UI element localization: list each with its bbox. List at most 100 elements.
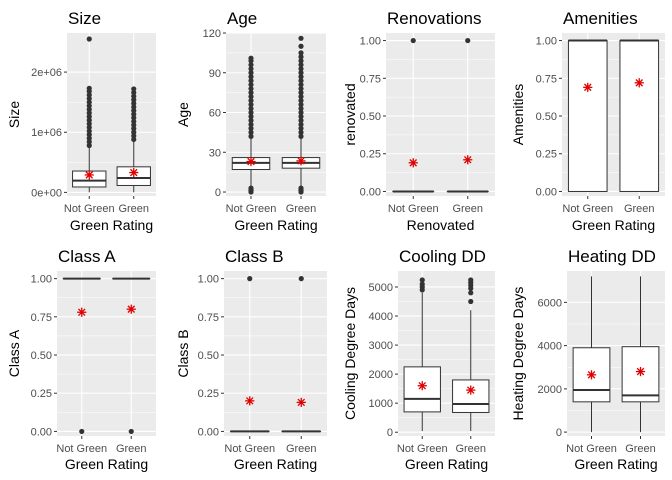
- outlier-point: [298, 185, 304, 191]
- y-tick-label: 0.25: [360, 149, 381, 161]
- y-axis-title: Size: [6, 101, 22, 128]
- y-tick-label: 0.75: [360, 73, 381, 85]
- outlier-point: [298, 125, 304, 132]
- outlier-point: [248, 133, 254, 139]
- outlier-point: [298, 101, 304, 108]
- outlier-point: [86, 132, 92, 138]
- panel-title: Amenities: [563, 9, 638, 28]
- outlier-point: [298, 105, 304, 112]
- panel-background: [386, 33, 495, 196]
- outlier-point: [86, 139, 92, 145]
- outlier-point: [298, 117, 304, 124]
- y-tick-label: 3000: [369, 340, 393, 352]
- x-tick-label: Green: [286, 203, 317, 215]
- outlier-point: [131, 93, 137, 99]
- outlier-point: [86, 85, 92, 91]
- outlier-point: [86, 114, 92, 120]
- x-axis-title: Green Rating: [70, 217, 153, 233]
- x-tick-label: Not Green: [64, 203, 115, 215]
- outlier-point: [298, 35, 304, 41]
- outlier-point: [248, 121, 254, 128]
- x-tick-label: Not Green: [562, 203, 613, 215]
- outlier-point: [298, 58, 304, 64]
- mean-marker: [296, 397, 306, 407]
- mean-marker: [586, 370, 597, 380]
- mean-marker: [463, 155, 473, 165]
- outlier-point: [128, 428, 134, 435]
- mean-marker: [635, 366, 646, 377]
- box-not-green: [572, 276, 611, 433]
- y-tick-label: 0.50: [360, 111, 381, 123]
- y-axis-title: Class A: [6, 329, 22, 377]
- y-tick-label: 1.00: [31, 274, 52, 286]
- panel-size: 0e+00 1e+06 2e+06 Not Green Green Size Green R…: [6, 9, 156, 233]
- y-tick-label: 0.50: [198, 350, 219, 362]
- outlier-point: [131, 107, 137, 114]
- outlier-point: [248, 78, 254, 84]
- panel-class-a: 0.00 0.25 0.50 0.75 1.00 Not Green Green Class …: [6, 247, 156, 472]
- y-tick-label: 1.00: [198, 274, 219, 286]
- outlier-point: [86, 128, 92, 134]
- y-tick-label: 1e+06: [31, 127, 62, 139]
- panel-class-b: 0.00 0.25 0.50 0.75 1.00 Not Green Green Class …: [175, 247, 327, 472]
- y-axis-title: Age: [175, 102, 191, 127]
- outlier-point: [468, 277, 474, 283]
- x-tick-label: Not Green: [56, 443, 107, 455]
- outlier-point: [298, 78, 304, 84]
- outlier-point: [86, 103, 92, 109]
- box-not-green: [231, 55, 271, 195]
- outlier-point: [86, 117, 92, 123]
- y-tick-label: 30: [209, 147, 221, 159]
- panel-title: Size: [68, 9, 101, 28]
- outlier-point: [298, 97, 304, 104]
- outlier-point: [248, 129, 254, 135]
- outlier-point: [468, 298, 474, 305]
- panel-background: [226, 33, 326, 196]
- panel-heating-dd: 0 2000 4000 6000 Not Green Green Heating DD Gre…: [510, 247, 665, 472]
- mean-marker: [246, 156, 256, 167]
- outlier-point: [248, 185, 254, 191]
- box-green: [281, 276, 322, 433]
- y-tick-label: 6000: [538, 297, 562, 309]
- outlier-point: [298, 74, 304, 80]
- outlier-point: [248, 66, 254, 72]
- box-green: [621, 276, 660, 433]
- panel-amenities: 0.00 0.25 0.50 0.75 1.00 Not Green Green Amenit…: [510, 9, 665, 233]
- outlier-point: [298, 43, 304, 49]
- y-tick-label: 0.25: [198, 388, 219, 400]
- y-tick-label: 0: [556, 427, 562, 439]
- outlier-point: [298, 113, 304, 120]
- box-green: [112, 277, 151, 435]
- outlier-point: [248, 113, 254, 120]
- x-tick-label: Not Green: [566, 443, 617, 455]
- box-green: [281, 35, 321, 195]
- y-tick-label: 0.00: [360, 186, 381, 198]
- mean-marker: [583, 82, 593, 92]
- panel-title: Class B: [225, 247, 284, 266]
- outlier-point: [131, 115, 137, 121]
- mean-marker: [129, 167, 139, 178]
- outlier-point: [131, 136, 137, 143]
- y-tick-label: 0.25: [31, 388, 52, 400]
- box-not-green: [72, 36, 107, 193]
- outlier-point: [298, 86, 304, 92]
- iqr-box: [452, 379, 490, 413]
- x-tick-label: Not Green: [226, 203, 277, 215]
- y-tick-label: 0.00: [536, 186, 557, 198]
- outlier-point: [86, 99, 92, 105]
- mean-marker: [417, 381, 427, 391]
- outlier-point: [86, 124, 92, 131]
- outlier-point: [248, 101, 254, 108]
- x-tick-label: Green: [116, 443, 147, 455]
- x-tick-label: Green: [455, 443, 486, 455]
- box-not-green: [62, 277, 101, 435]
- mean-marker: [408, 158, 418, 168]
- box-not-green: [229, 276, 270, 433]
- iqr-box: [567, 40, 608, 192]
- outlier-point: [248, 74, 254, 80]
- y-tick-label: 0.50: [31, 350, 52, 362]
- outlier-point: [248, 117, 254, 124]
- outlier-point: [298, 50, 304, 56]
- outlier-point: [465, 37, 471, 44]
- outlier-point: [131, 126, 137, 132]
